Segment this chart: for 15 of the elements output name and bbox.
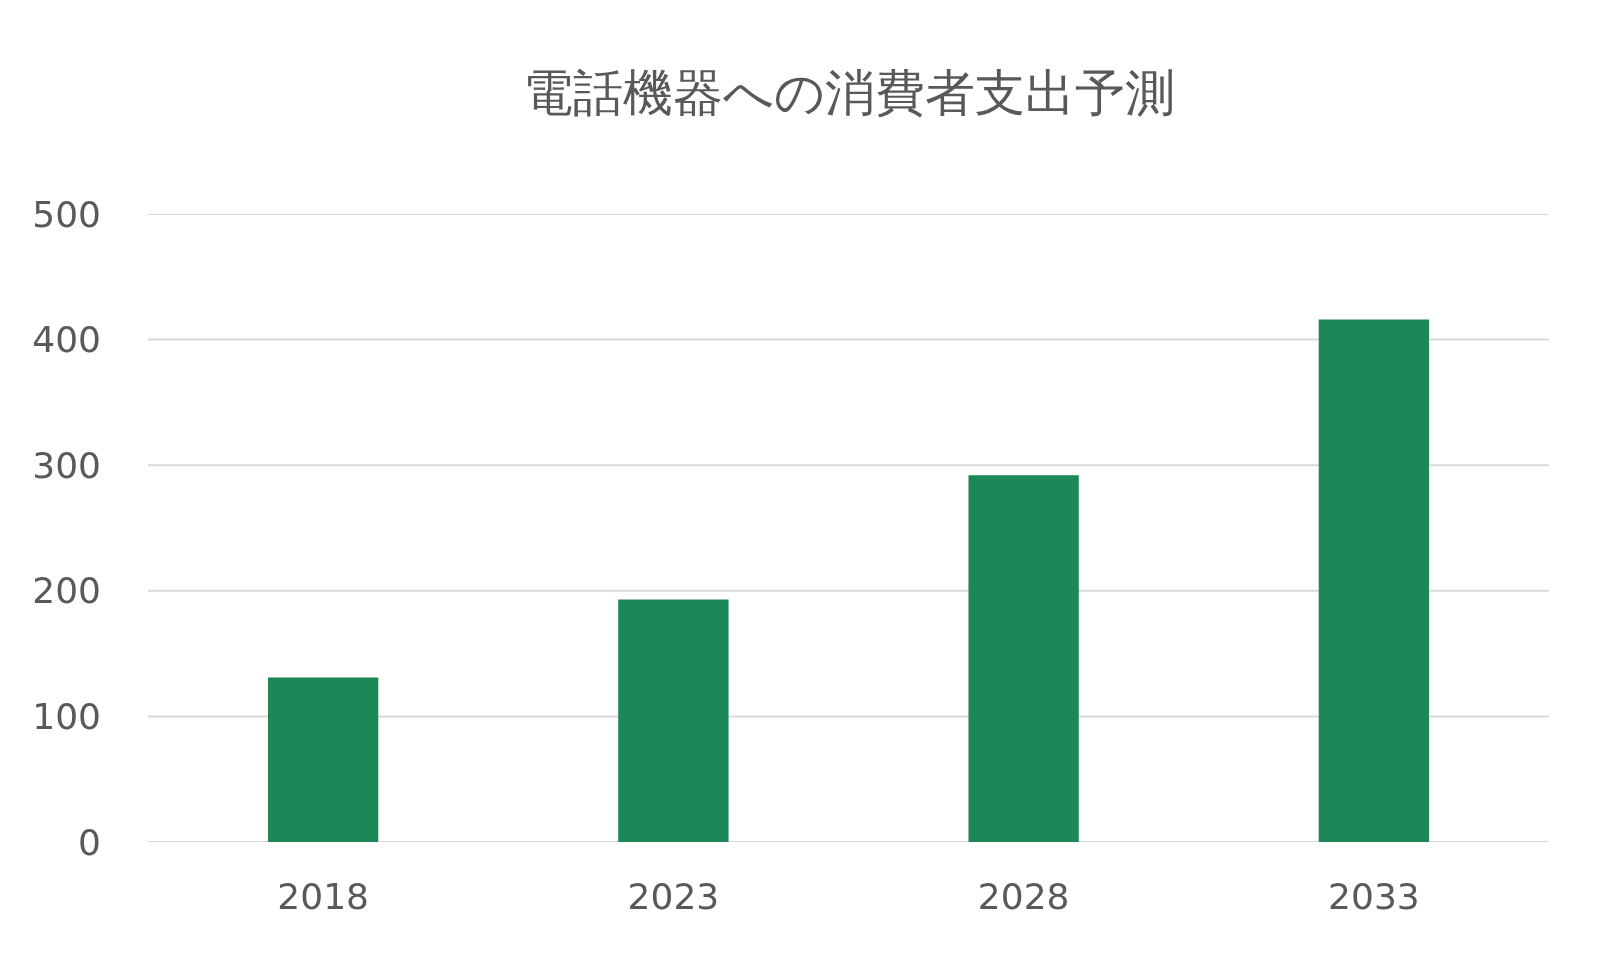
- x-tick-label: 2028: [977, 876, 1070, 917]
- y-tick-label: 200: [32, 570, 101, 612]
- x-tick-label: 2033: [1328, 876, 1420, 917]
- chart-title: 電話機器への消費者支出予測: [522, 63, 1175, 122]
- y-tick-label: 100: [32, 696, 101, 737]
- x-tick-label: 2018: [277, 876, 369, 917]
- y-tick-label: 500: [32, 193, 101, 235]
- x-tick-label: 2023: [627, 876, 720, 917]
- bar: [968, 475, 1079, 842]
- y-tick-label: 0: [78, 821, 101, 863]
- y-tick-label: 300: [32, 444, 101, 486]
- bar: [1318, 319, 1430, 842]
- bar: [267, 677, 379, 842]
- bar: [618, 599, 729, 842]
- y-tick-label: 400: [32, 319, 101, 361]
